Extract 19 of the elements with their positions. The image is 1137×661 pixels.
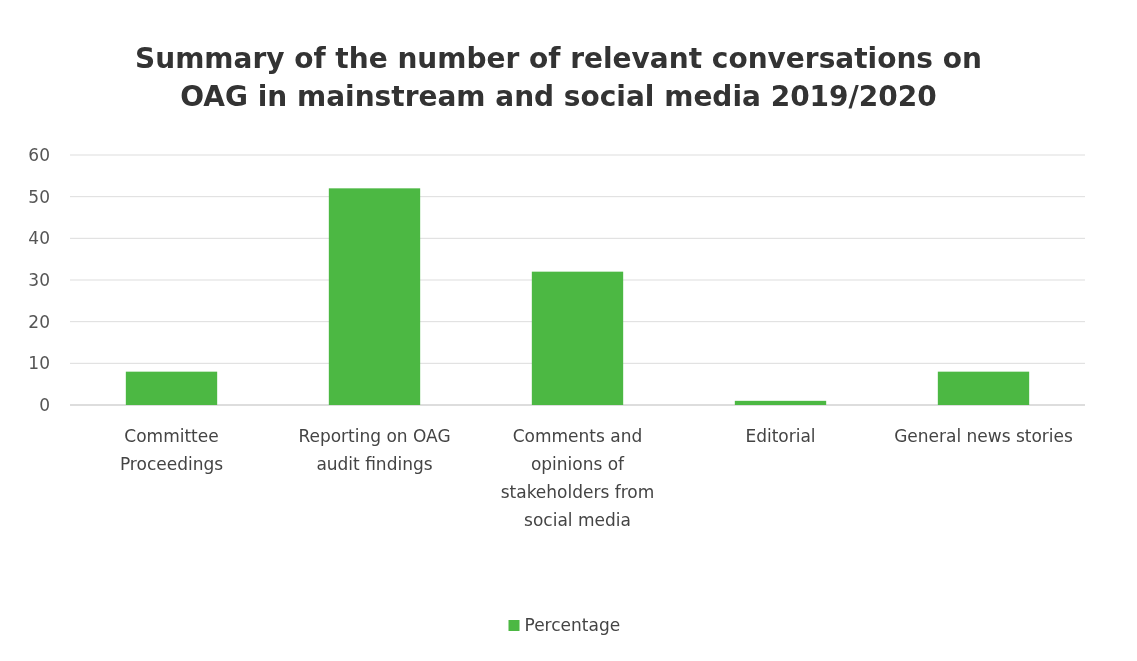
x-tick-label: Reporting on OAG audit findings [298, 426, 451, 474]
bar [937, 371, 1030, 405]
legend-label: Percentage [524, 615, 621, 635]
chart-title: Summary of the number of relevant conversations on OAG in mainstream and social media 2019/2020 [135, 42, 982, 113]
x-tick-label: Editorial [745, 426, 816, 446]
y-tick-label: 10 [28, 353, 50, 374]
bar [125, 371, 218, 405]
y-tick-label: 50 [28, 186, 50, 207]
bar [531, 271, 624, 405]
y-tick-label: 40 [28, 228, 50, 249]
y-tick-label: 60 [28, 145, 50, 165]
x-tick-label: Comments and opinions of stakeholders from social media [500, 426, 655, 530]
bar [328, 188, 421, 405]
x-tick-label: General news stories [894, 426, 1074, 446]
y-tick-label: 30 [28, 270, 50, 290]
y-tick-label: 20 [28, 311, 50, 332]
x-tick-label: Committee Proceedings [119, 426, 224, 474]
bar [734, 400, 827, 405]
y-tick-label: 0 [39, 395, 50, 415]
